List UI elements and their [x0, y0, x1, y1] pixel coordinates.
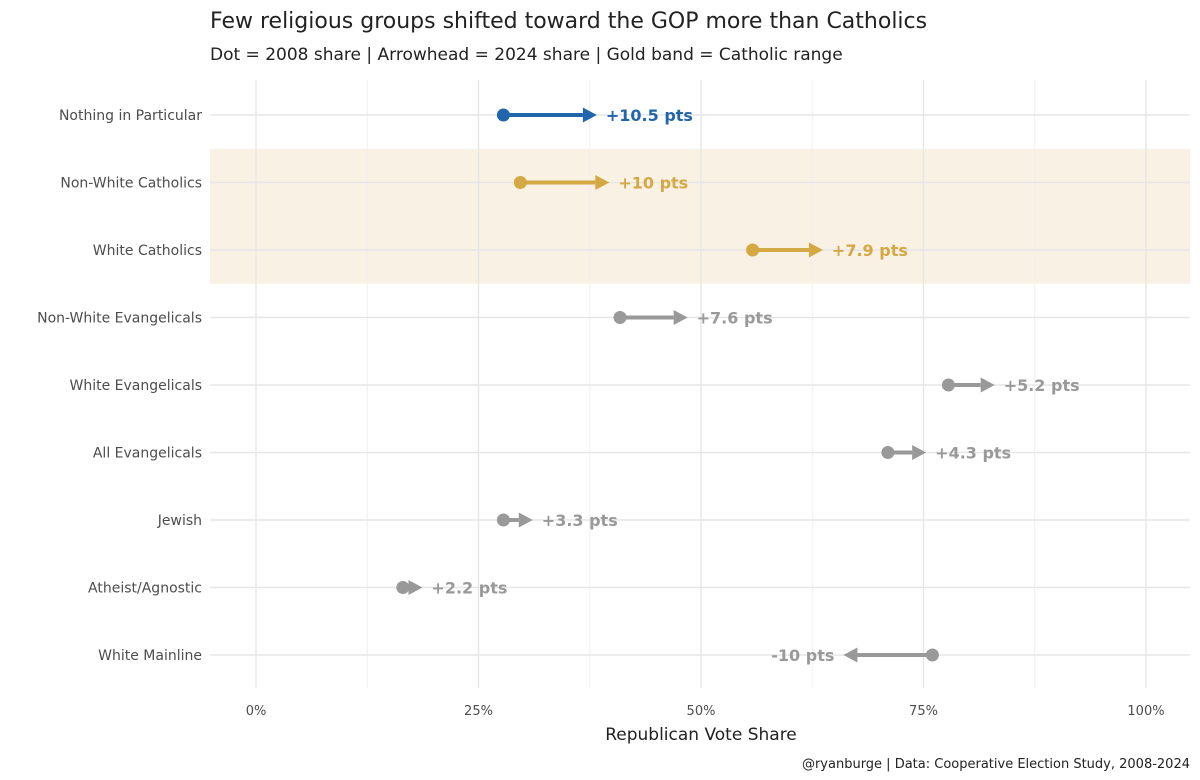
- x-tick-label: 0%: [246, 704, 267, 719]
- x-tick-label: 75%: [909, 704, 938, 719]
- arrowhead-2024: [408, 580, 423, 595]
- shift-label: -10 pts: [771, 646, 834, 665]
- dot-2008: [746, 243, 760, 257]
- caption: @ryanburge | Data: Cooperative Election …: [802, 757, 1190, 772]
- arrowhead-2024: [673, 310, 688, 325]
- category-label: Nothing in Particular: [59, 108, 202, 124]
- arrowhead-2024: [582, 107, 597, 123]
- shift-label: +5.2 pts: [1004, 376, 1080, 395]
- dot-2008: [496, 108, 510, 122]
- category-label: All Evangelicals: [93, 446, 202, 462]
- shift-label: +3.3 pts: [542, 511, 618, 530]
- dot-2008: [513, 176, 527, 189]
- arrowhead-2024: [518, 512, 533, 528]
- arrowhead-2024: [912, 445, 927, 460]
- category-label: Jewish: [157, 513, 202, 529]
- dot-2008: [396, 581, 410, 594]
- dot-2008: [496, 513, 510, 527]
- grid-layer: [210, 80, 1190, 688]
- chart-subtitle: Dot = 2008 share | Arrowhead = 2024 shar…: [210, 45, 843, 65]
- arrowhead-2024: [595, 175, 610, 190]
- x-axis-title: Republican Vote Share: [605, 725, 797, 745]
- shift-label: +2.2 pts: [431, 579, 507, 598]
- shift-label: +4.3 pts: [935, 444, 1011, 463]
- shift-label: +10 pts: [618, 174, 688, 193]
- shift-labels: +10.5 pts +10 pts +7.9 pts +7.6 pts +5.2 pts…: [431, 106, 1079, 665]
- category-label: White Mainline: [98, 648, 202, 664]
- dot-2008: [613, 311, 627, 324]
- arrowhead-2024: [980, 377, 995, 393]
- category-label: Atheist/Agnostic: [88, 581, 202, 597]
- shift-label: +7.9 pts: [832, 241, 908, 260]
- shift-label: +7.6 pts: [697, 309, 773, 328]
- catholic-highlight-band: [210, 148, 1190, 284]
- category-label: White Evangelicals: [70, 378, 202, 394]
- x-tick-label: 100%: [1127, 704, 1164, 719]
- dot-2008: [925, 648, 939, 662]
- category-labels: Nothing in Particular Non-White Catholics…: [37, 108, 202, 664]
- dot-2008: [941, 378, 955, 392]
- chart-title: Few religious groups shifted toward the …: [210, 9, 927, 34]
- category-label: Non-White Evangelicals: [37, 311, 202, 327]
- arrowhead-2024: [843, 647, 858, 663]
- category-label: White Catholics: [93, 243, 202, 259]
- arrowhead-2024: [808, 242, 823, 258]
- x-tick-label: 25%: [464, 704, 493, 719]
- catholic-band-layer: [210, 148, 1190, 284]
- arrow-marks: [396, 107, 995, 663]
- x-tick-labels: 0% 25% 50% 75% 100%: [246, 704, 1165, 719]
- dot-2008: [881, 446, 895, 459]
- x-tick-label: 50%: [687, 704, 716, 719]
- shift-label: +10.5 pts: [606, 106, 693, 125]
- category-label: Non-White Catholics: [60, 176, 202, 192]
